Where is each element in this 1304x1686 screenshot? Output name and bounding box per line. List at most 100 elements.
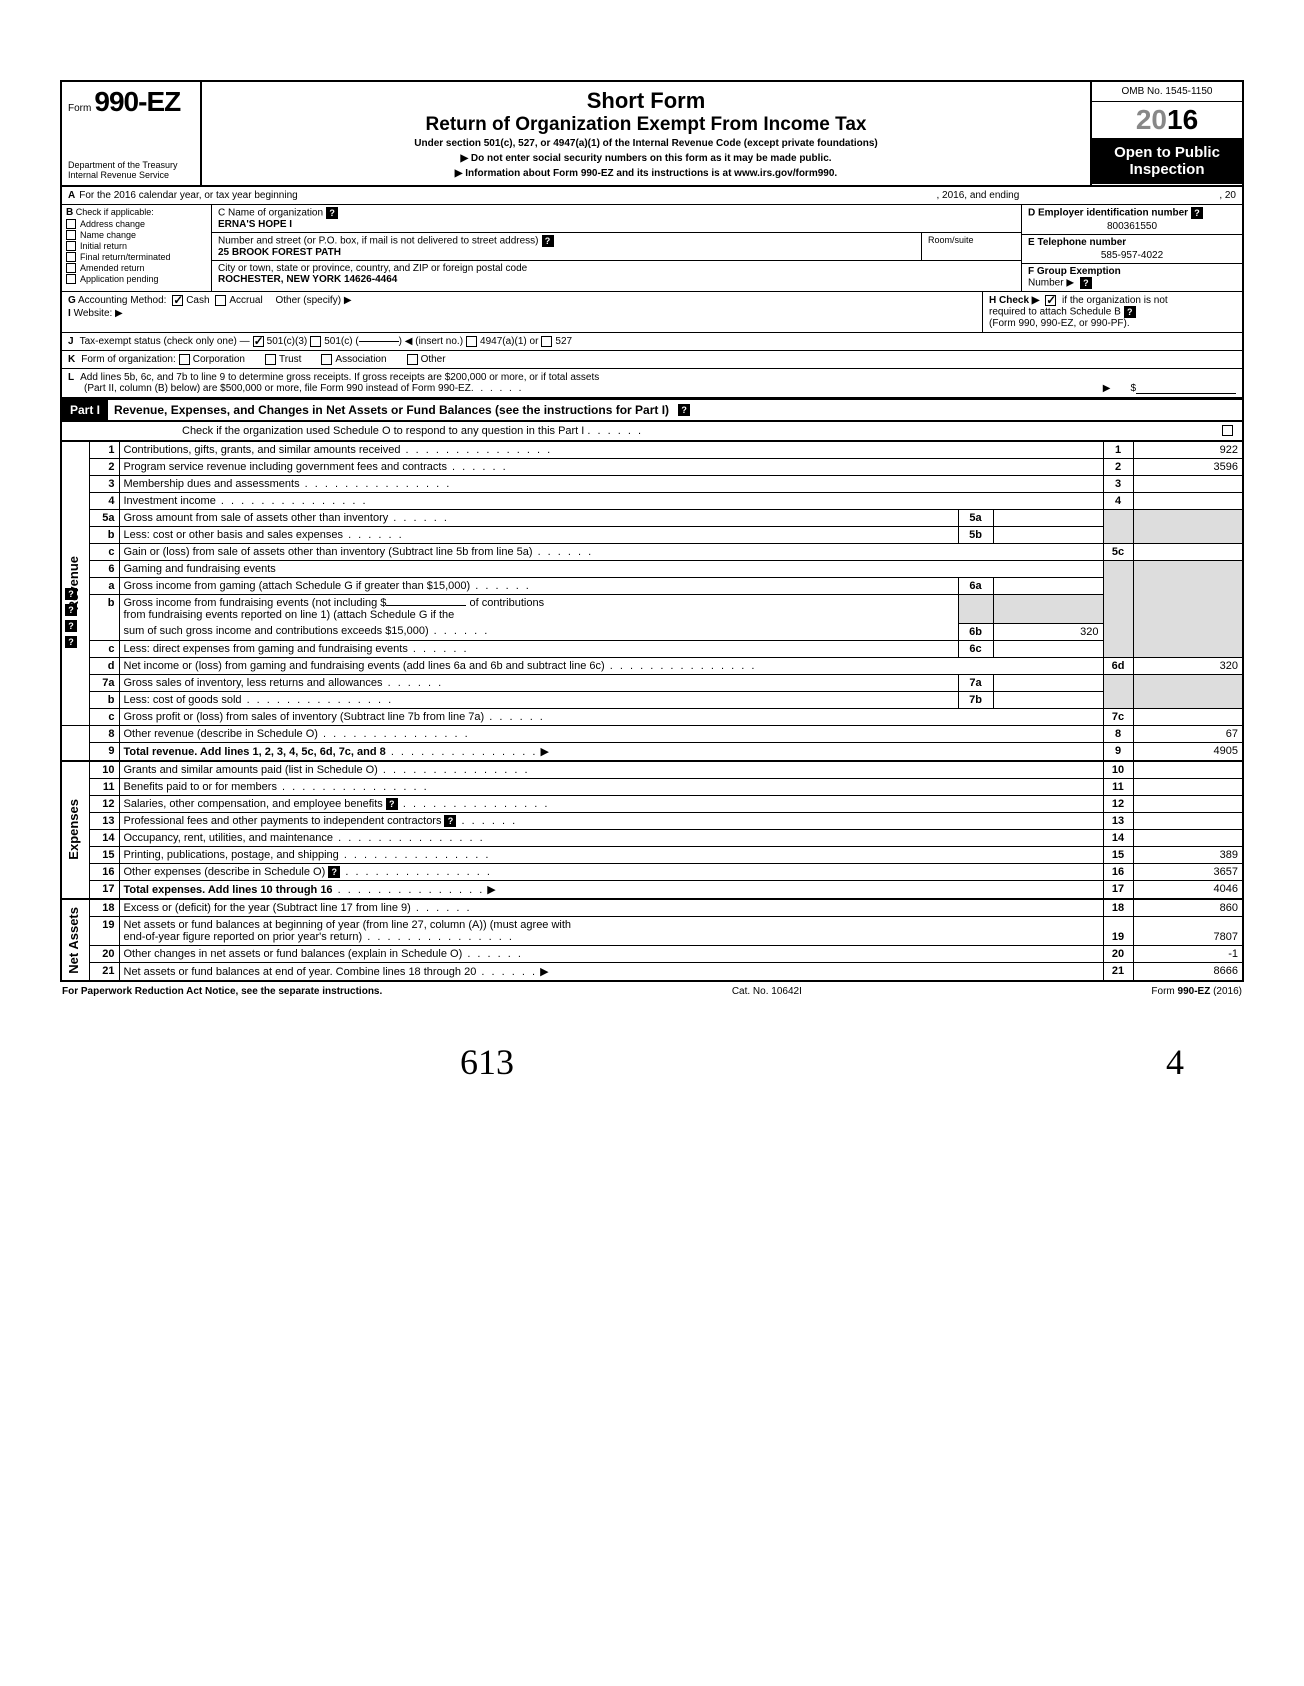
chk-assoc[interactable]	[321, 354, 332, 365]
table-row: 2 Program service revenue including gove…	[61, 459, 1243, 476]
line-rval: 7807	[1133, 916, 1243, 945]
street-label: Number and street (or P.O. box, if mail …	[218, 236, 539, 247]
chk-initial-return[interactable]: Initial return	[66, 241, 207, 251]
line-num: 6	[89, 561, 119, 578]
line-rnum: 12	[1103, 795, 1133, 812]
chk-501c3[interactable]	[253, 336, 264, 347]
chk-address-change[interactable]: Address change	[66, 219, 207, 229]
help-icon[interactable]: ?	[65, 588, 77, 600]
line-rnum: 6d	[1103, 657, 1133, 674]
form-number: 990-EZ	[94, 86, 180, 117]
handwritten-left: 613	[460, 1041, 514, 1083]
chk-application-pending[interactable]: Application pending	[66, 274, 207, 284]
table-row: 13 Professional fees and other payments …	[61, 812, 1243, 829]
row-l: L Add lines 5b, 6c, and 7b to line 9 to …	[60, 369, 1244, 399]
line-desc: Less: direct expenses from gaming and fu…	[119, 640, 958, 657]
line-rval: 67	[1133, 725, 1243, 742]
line-desc: Net income or (loss) from gaming and fun…	[119, 657, 1103, 674]
line-num: 21	[89, 962, 119, 981]
line-rval: 4905	[1133, 742, 1243, 761]
line-rval	[1133, 778, 1243, 795]
org-name-label: C Name of organization	[218, 208, 323, 219]
line-num: 15	[89, 846, 119, 863]
row-a-text1: For the 2016 calendar year, or tax year …	[79, 190, 297, 201]
row-gh: G Accounting Method: Cash Accrual Other …	[60, 292, 1244, 333]
table-row: a Gross income from gaming (attach Sched…	[61, 578, 1243, 595]
footer-left: For Paperwork Reduction Act Notice, see …	[62, 986, 382, 997]
table-row: 6 Gaming and fundraising events	[61, 561, 1243, 578]
help-icon[interactable]: ?	[1191, 207, 1203, 219]
grey-cell	[1133, 510, 1243, 544]
help-icon[interactable]: ?	[1080, 277, 1092, 289]
line-num: 19	[89, 916, 119, 945]
col-b-header: B	[66, 207, 73, 218]
line-rnum: 16	[1103, 863, 1133, 880]
help-icon[interactable]: ?	[65, 620, 77, 632]
chk-accrual[interactable]	[215, 295, 226, 306]
line-desc: Total expenses. Add lines 10 through 16 …	[119, 880, 1103, 899]
line-rnum: 11	[1103, 778, 1133, 795]
row-k: K Form of organization: Corporation Trus…	[60, 351, 1244, 369]
line-desc: Investment income	[119, 493, 1103, 510]
help-icon[interactable]: ?	[326, 207, 338, 219]
line-mval	[993, 640, 1103, 657]
help-icon[interactable]: ?	[1124, 306, 1136, 318]
chk-4947[interactable]	[466, 336, 477, 347]
chk-cash[interactable]	[172, 295, 183, 306]
chk-name-change[interactable]: Name change	[66, 230, 207, 240]
line-num: 8	[89, 725, 119, 742]
line-rnum: 2	[1103, 459, 1133, 476]
line-mval	[993, 527, 1103, 544]
help-icon[interactable]: ?	[678, 404, 690, 416]
group-exemption-row: F Group Exemption Number ▶ ?	[1022, 264, 1242, 291]
k-o3: Association	[335, 354, 386, 365]
org-name-value: ERNA'S HOPE I	[218, 219, 1015, 230]
line-num: 4	[89, 493, 119, 510]
return-title: Return of Organization Exempt From Incom…	[210, 114, 1082, 136]
line-num: b	[89, 595, 119, 641]
chk-schedule-o[interactable]	[1222, 425, 1233, 436]
line-rnum: 18	[1103, 899, 1133, 917]
table-row: d Net income or (loss) from gaming and f…	[61, 657, 1243, 674]
chk-527[interactable]	[541, 336, 552, 347]
line-desc: Contributions, gifts, grants, and simila…	[119, 442, 1103, 459]
chk-other-org[interactable]	[407, 354, 418, 365]
chk-trust[interactable]	[265, 354, 276, 365]
line-rnum: 19	[1103, 916, 1133, 945]
h-text1: H Check ▶	[989, 295, 1039, 306]
line-mnum: 6b	[958, 623, 993, 640]
chk-label: Initial return	[80, 241, 127, 251]
chk-label: Amended return	[80, 263, 145, 273]
chk-501c[interactable]	[310, 336, 321, 347]
line-desc: Gross profit or (loss) from sales of inv…	[119, 708, 1103, 725]
short-form-title: Short Form	[210, 88, 1082, 114]
j-label: J	[68, 336, 74, 347]
help-icon[interactable]: ?	[65, 636, 77, 648]
l-line1: Add lines 5b, 6c, and 7b to line 9 to de…	[80, 372, 599, 383]
street-value: 25 BROOK FOREST PATH	[218, 247, 915, 258]
footer: For Paperwork Reduction Act Notice, see …	[60, 982, 1244, 1001]
help-icon[interactable]: ?	[542, 235, 554, 247]
j-o3: 4947(a)(1) or	[480, 336, 538, 347]
other-label: Other (specify) ▶	[275, 295, 351, 306]
line-mval: 320	[993, 623, 1103, 640]
chk-schedule-b[interactable]	[1045, 295, 1056, 306]
line-desc: Less: cost of goods sold	[119, 691, 958, 708]
row-a-label: A	[68, 190, 75, 201]
line-rval	[1133, 493, 1243, 510]
part1-title: Revenue, Expenses, and Changes in Net As…	[108, 400, 675, 420]
line-desc: Salaries, other compensation, and employ…	[119, 795, 1103, 812]
line-mnum: 6a	[958, 578, 993, 595]
line-rnum: 4	[1103, 493, 1133, 510]
col-h: H Check ▶ if the organization is not req…	[982, 292, 1242, 332]
table-row: 19 Net assets or fund balances at beginn…	[61, 916, 1243, 945]
line-num: c	[89, 544, 119, 561]
help-icon[interactable]: ?	[65, 604, 77, 616]
table-row: 20 Other changes in net assets or fund b…	[61, 945, 1243, 962]
table-row: c Gain or (loss) from sale of assets oth…	[61, 544, 1243, 561]
chk-corp[interactable]	[179, 354, 190, 365]
chk-final-return[interactable]: Final return/terminated	[66, 252, 207, 262]
chk-amended-return[interactable]: Amended return	[66, 263, 207, 273]
header-mid: Short Form Return of Organization Exempt…	[202, 82, 1092, 185]
revenue-side-label: Revenue	[61, 442, 89, 726]
